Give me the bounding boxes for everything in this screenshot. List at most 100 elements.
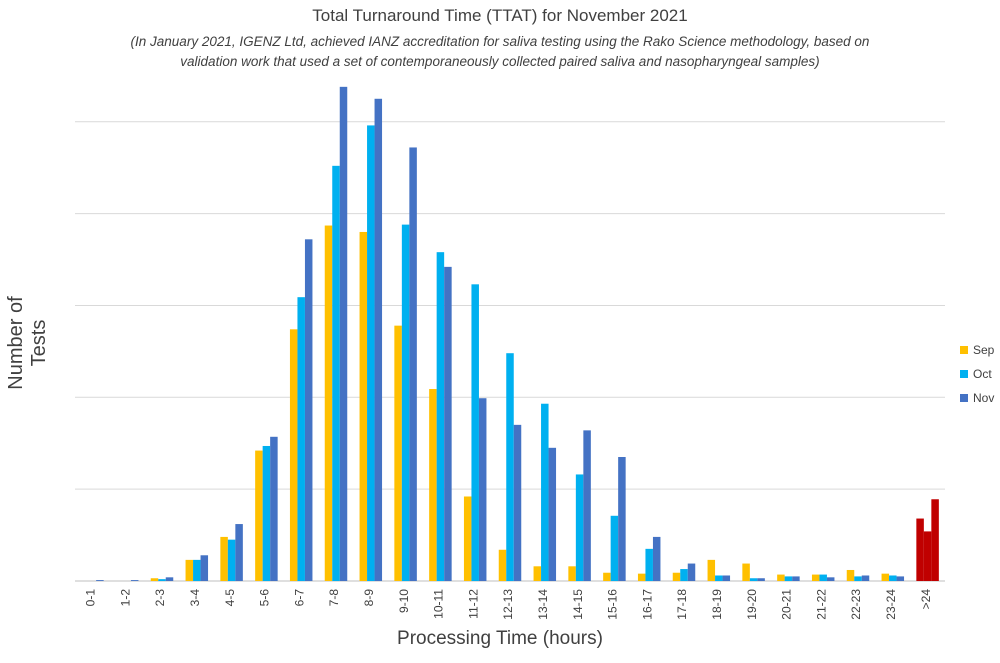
bar-oct-17-18 [680, 569, 688, 581]
bar-nov-3-4 [200, 555, 209, 581]
bar-sep-5-6 [255, 450, 263, 581]
bar-nov-9-10 [409, 147, 417, 581]
bar-nov-14-15 [583, 430, 591, 581]
bar-sep-13-14 [533, 566, 542, 581]
legend-label-sep: Sep [973, 343, 995, 357]
bar-sep-4-5 [220, 536, 228, 581]
bar-nov-gt24 [931, 499, 939, 581]
bar-oct-15-16 [610, 515, 619, 581]
bar-sep-15-16 [603, 572, 611, 581]
bar-oct-18-19 [715, 575, 723, 581]
bar-sep-7-8 [324, 225, 333, 582]
bar-oct-4-5 [227, 539, 236, 581]
x-tick-label: 2-3 [153, 589, 167, 607]
bar-oct-23-24 [889, 575, 897, 581]
bar-sep-21-22 [811, 574, 820, 581]
x-tick-label: 6-7 [292, 589, 306, 607]
bar-sep-20-21 [777, 574, 785, 581]
x-tick-label: 8-9 [362, 589, 376, 607]
bar-oct-5-6 [262, 445, 271, 581]
bar-oct-10-11 [436, 252, 445, 582]
bar-nov-12-13 [513, 424, 522, 581]
x-tick-label: 10-11 [432, 589, 446, 619]
legend-item-oct: Oct [960, 362, 994, 386]
bar-oct-9-10 [401, 224, 410, 582]
bar-sep-11-12 [463, 496, 472, 581]
chart-subtitle: (In January 2021, IGENZ Ltd, achieved IA… [80, 32, 920, 72]
bar-nov-6-7 [304, 239, 313, 582]
bar-sep-14-15 [568, 566, 576, 581]
x-tick-label: 23-24 [884, 589, 898, 620]
bar-sep-16-17 [637, 573, 646, 581]
bar-nov-11-12 [478, 398, 487, 581]
x-tick-label: 1-2 [118, 589, 132, 607]
legend-swatch-nov [960, 394, 968, 402]
bar-oct-6-7 [297, 297, 305, 581]
bar-sep-10-11 [429, 389, 437, 581]
bar-oct-gt24 [923, 531, 932, 581]
bar-nov-0-1 [96, 580, 104, 581]
x-tick-label: 7-8 [327, 589, 341, 607]
bar-oct-7-8 [332, 165, 340, 581]
bar-oct-20-21 [784, 576, 793, 581]
bar-sep-9-10 [394, 325, 402, 581]
legend-item-sep: Sep [960, 338, 994, 362]
bar-oct-16-17 [645, 548, 653, 581]
bar-sep-18-19 [707, 559, 716, 581]
subtitle-line-2: validation work that used a set of conte… [180, 54, 820, 69]
bar-nov-4-5 [235, 524, 243, 581]
x-tick-label: >24 [919, 589, 933, 610]
x-tick-label: 20-21 [780, 589, 794, 620]
x-axis-label: Processing Time (hours) [397, 628, 603, 649]
chart-title: Total Turnaround Time (TTAT) for Novembe… [312, 6, 688, 25]
bar-nov-22-23 [861, 575, 870, 581]
legend: Sep Oct Nov [960, 338, 994, 410]
bar-nov-20-21 [792, 576, 800, 581]
x-tick-label: 14-15 [571, 589, 585, 620]
x-tick-label: 12-13 [501, 589, 515, 620]
bar-oct-19-20 [749, 578, 758, 581]
bar-nov-8-9 [374, 98, 383, 582]
bar-nov-2-3 [165, 577, 174, 581]
bar-sep-17-18 [672, 572, 681, 581]
legend-swatch-sep [960, 346, 968, 354]
x-tick-label: 9-10 [397, 589, 411, 613]
bar-nov-19-20 [757, 578, 765, 581]
bar-nov-15-16 [618, 457, 626, 581]
x-tick-label: 5-6 [258, 589, 272, 607]
bar-nov-16-17 [652, 536, 661, 581]
legend-label-nov: Nov [973, 391, 995, 405]
bar-sep-19-20 [742, 563, 750, 581]
bar-sep-gt24 [916, 518, 924, 581]
bar-oct-13-14 [541, 403, 549, 581]
bar-nov-13-14 [548, 447, 557, 581]
bar-nov-18-19 [722, 575, 731, 581]
bar-sep-3-4 [185, 559, 194, 581]
x-tick-label: 13-14 [536, 589, 550, 620]
bar-sep-23-24 [881, 573, 890, 581]
bar-oct-3-4 [193, 559, 201, 581]
bar-oct-12-13 [506, 353, 514, 581]
legend-label-oct: Oct [973, 367, 992, 381]
x-tick-label: 4-5 [223, 589, 237, 607]
legend-swatch-oct [960, 370, 968, 378]
bar-nov-5-6 [270, 436, 278, 581]
bar-oct-2-3 [158, 579, 166, 581]
x-tick-label: 19-20 [745, 589, 759, 620]
x-tick-label: 15-16 [606, 589, 620, 620]
bar-nov-7-8 [339, 86, 348, 581]
bar-oct-11-12 [471, 284, 479, 581]
bar-oct-14-15 [575, 474, 584, 581]
legend-item-nov: Nov [960, 386, 994, 410]
x-tick-label: 21-22 [814, 589, 828, 620]
bar-oct-8-9 [367, 125, 375, 581]
bar-nov-1-2 [130, 580, 139, 581]
bar-oct-22-23 [854, 576, 862, 581]
x-tick-label: 16-17 [640, 589, 654, 620]
x-tick-label: 22-23 [849, 589, 863, 620]
bar-oct-21-22 [819, 574, 827, 581]
bar-nov-23-24 [896, 576, 905, 581]
bar-sep-22-23 [846, 569, 855, 581]
x-tick-label: 0-1 [84, 589, 98, 607]
